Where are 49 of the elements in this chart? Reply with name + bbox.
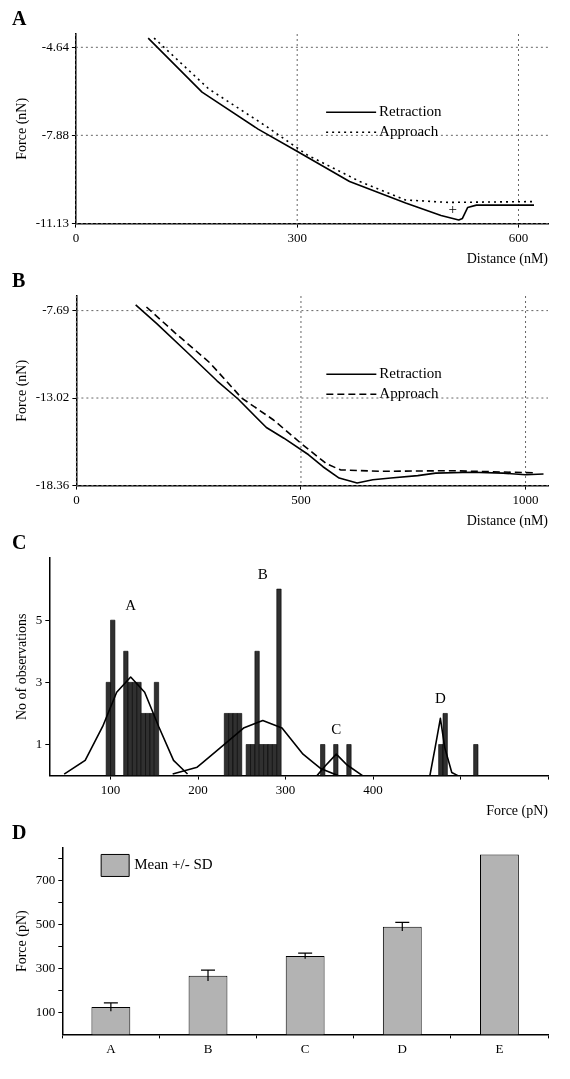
y-axis-title: No of observations <box>14 613 30 721</box>
y-tick-label: 1 <box>35 735 43 751</box>
y-tick-label: -11.13 <box>35 215 69 231</box>
y-axis-title: Force (nN) <box>14 97 31 160</box>
x-tick-label: 0 <box>72 229 80 245</box>
chart-title: C <box>12 531 27 554</box>
annotation: A <box>125 597 137 614</box>
annotation: C <box>331 721 342 738</box>
legend-label: Approach <box>379 123 439 140</box>
x-tick-label: B <box>203 1040 213 1056</box>
x-tick-label: E <box>495 1040 504 1056</box>
x-axis-title: Force (pN) <box>486 803 549 820</box>
x-tick-label: 500 <box>291 491 311 507</box>
x-axis-title: Distance (nM) <box>466 251 549 268</box>
chart-title: D <box>12 821 27 844</box>
x-tick-label: 100 <box>100 781 121 797</box>
y-tick-label: 5 <box>35 611 43 627</box>
y-tick-label: -4.64 <box>41 38 70 54</box>
y-tick-label: -18.36 <box>35 477 70 493</box>
x-tick-label: D <box>397 1040 407 1056</box>
y-tick-label: -13.02 <box>35 389 70 405</box>
x-tick-label: 300 <box>275 781 296 797</box>
y-tick-label: 700 <box>35 872 56 888</box>
annotation: + <box>448 201 457 218</box>
y-tick-label: 100 <box>35 1003 56 1019</box>
x-tick-label: C <box>300 1040 310 1056</box>
y-tick-label: 300 <box>35 960 56 976</box>
legend-label: Retraction <box>379 365 443 382</box>
y-tick-label: 500 <box>35 916 56 932</box>
x-tick-label: 200 <box>188 781 208 797</box>
legend-label: Approach <box>379 385 439 402</box>
y-tick-label: -7.88 <box>41 126 69 142</box>
annotation: D <box>434 690 446 707</box>
y-tick-label: -7.69 <box>42 302 70 318</box>
y-tick-label: 3 <box>35 673 43 689</box>
chart-title: B <box>12 269 26 292</box>
x-tick-label: 300 <box>287 229 307 245</box>
x-tick-label: 600 <box>508 229 529 245</box>
annotation: B <box>257 566 268 583</box>
legend-label: Mean +/- SD <box>134 856 213 873</box>
x-tick-label: A <box>106 1040 117 1056</box>
legend-label: Retraction <box>379 103 443 120</box>
x-axis-title: Distance (nM) <box>466 513 549 530</box>
x-tick-label: 0 <box>73 491 80 507</box>
y-axis-title: Force (nN) <box>14 359 31 422</box>
x-tick-label: 1000 <box>512 491 539 507</box>
y-axis-title: Force (pN) <box>14 909 31 973</box>
x-tick-label: 400 <box>363 781 383 797</box>
chart-title: A <box>12 7 27 30</box>
